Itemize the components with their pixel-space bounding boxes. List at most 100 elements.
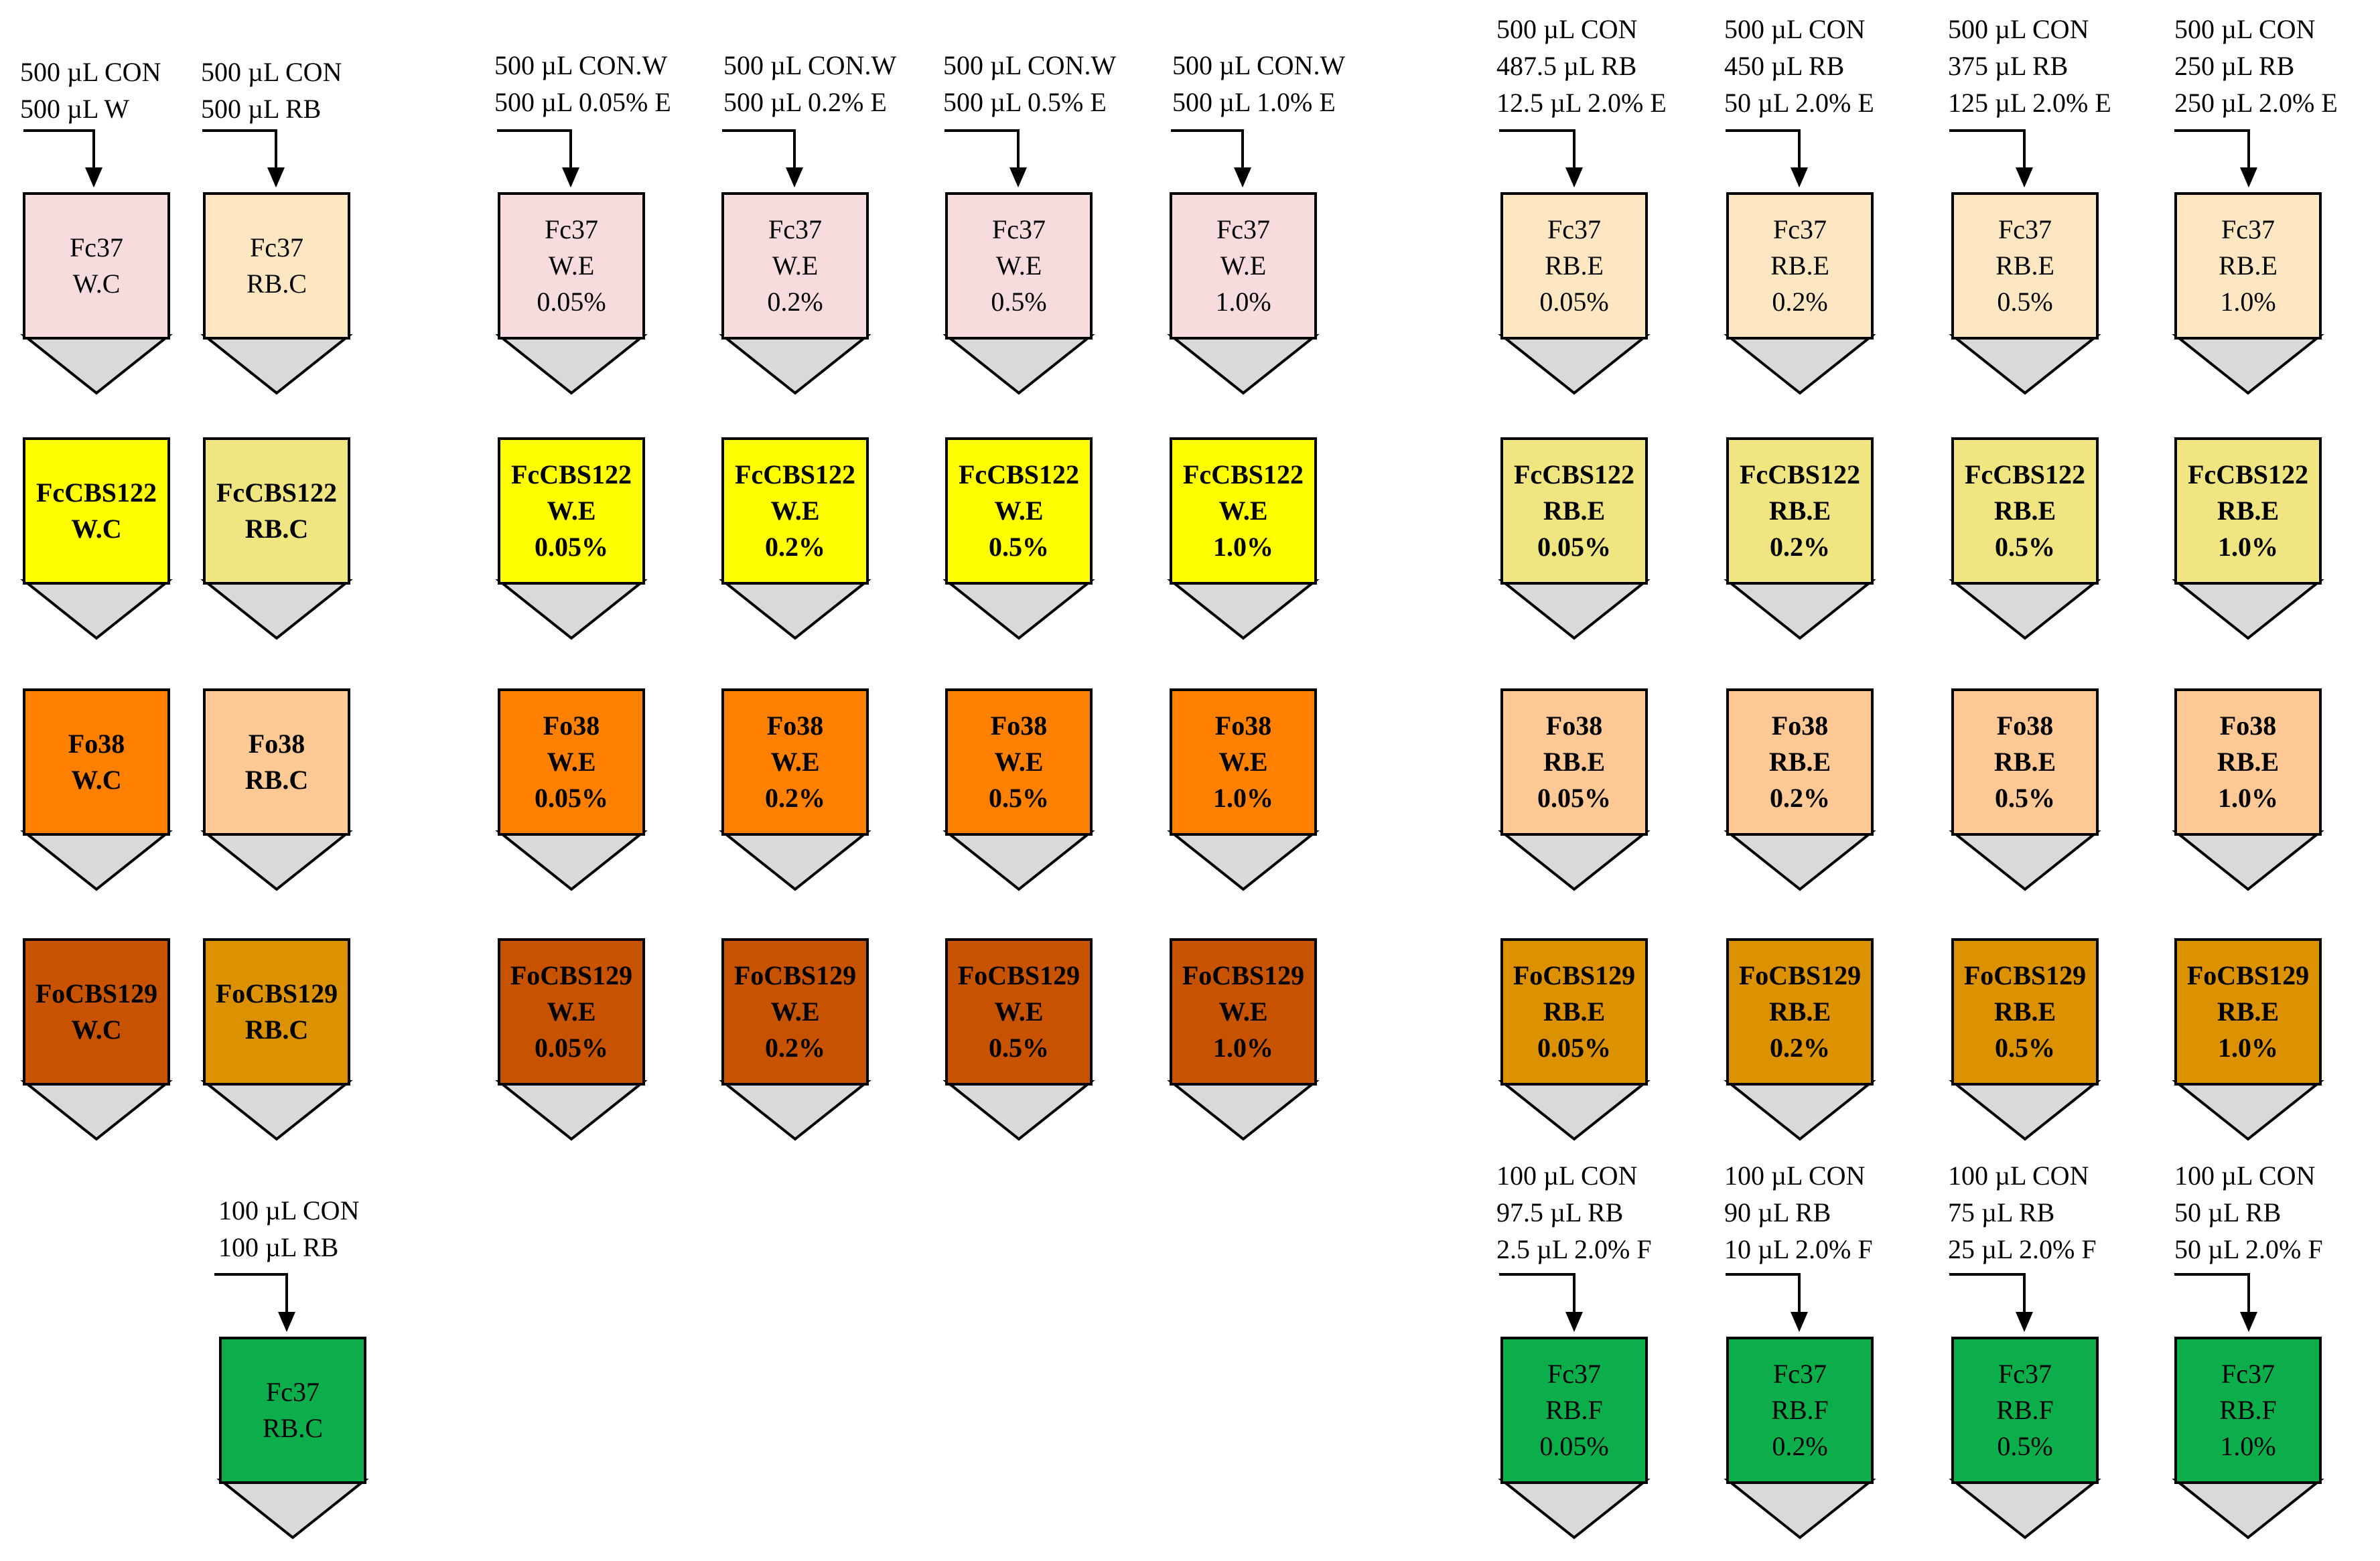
tube-tip-icon (1724, 1479, 1876, 1540)
pipetting-label-line: 450 µL RB (1724, 51, 1845, 81)
pipetting-label-line: 50 µL RB (2174, 1197, 2282, 1228)
tube-label: Fc37 RB.E 0.5% (1951, 212, 2099, 320)
tube-tip-icon (20, 1080, 173, 1141)
tube-label-line: RB.E (1993, 747, 2056, 777)
tube-label: Fc37 RB.E 0.2% (1726, 212, 1874, 320)
pipetting-label-line: 100 µL CON (2174, 1161, 2316, 1191)
tube-label-line: FoCBS129 (957, 960, 1080, 990)
tube-label-line: 0.5% (1995, 532, 2055, 562)
pipetting-arrow-icon (1726, 1273, 1808, 1332)
tube-label-line: 0.05% (1539, 1431, 1609, 1461)
tube-label-line: Fc37 (1998, 214, 2052, 244)
tube-tip-icon (1949, 1080, 2101, 1141)
tube-label-line: Fc37 (1773, 1359, 1827, 1389)
tube-body (23, 437, 170, 585)
tube-body (1500, 938, 1648, 1086)
tube-label-line: FoCBS129 (510, 960, 633, 990)
sample-tube: Fc37 W.C (20, 192, 173, 400)
tube-label-line: RB.E (1543, 747, 1606, 777)
pipetting-label-e: 500 µL CON.W 500 µL 0.5% E (943, 47, 1116, 121)
pipetting-label-line: 500 µL CON (201, 57, 342, 87)
tube-label-line: W.E (994, 996, 1044, 1027)
tube-label: FoCBS129 RB.E 0.5% (1951, 958, 2099, 1066)
sample-tube: Fo38 RB.E 0.2% (1724, 688, 1876, 896)
tube-label-line: 0.2% (765, 783, 825, 813)
sample-tube: FcCBS122 W.E 0.2% (719, 437, 871, 645)
tube-label: Fc37 W.C (23, 230, 170, 302)
tube-label-line: Fc37 (2221, 214, 2275, 244)
pipetting-label-line: 250 µL 2.0% E (2174, 88, 2338, 118)
tube-tip-icon (1167, 579, 1320, 640)
tube-label-line: RB.E (2219, 250, 2278, 281)
tube-label-line: Fc37 (266, 1377, 320, 1407)
tube-label-line: 0.5% (1997, 287, 2053, 317)
pipetting-label-line: 100 µL CON (1948, 1161, 2089, 1191)
tube-tip-icon (1498, 1080, 1651, 1141)
tube-body (1726, 938, 1874, 1086)
sample-tube: FcCBS122 RB.E 0.05% (1498, 437, 1651, 645)
tube-label: FoCBS129 W.E 0.05% (498, 958, 645, 1066)
tube-label-line: FcCBS122 (1965, 459, 2085, 490)
tube-label-line: 1.0% (2218, 532, 2278, 562)
tube-label: Fo38 W.E 0.05% (498, 708, 645, 816)
tube-label: FcCBS122 RB.E 0.5% (1951, 457, 2099, 565)
tube-label-line: FoCBS129 (215, 978, 338, 1009)
tube-tip-icon (1949, 1479, 2101, 1540)
tube-label-line: Fc37 (1547, 214, 1601, 244)
tube-tip-icon (1498, 830, 1651, 891)
tube-label-line: RB.E (2217, 996, 2280, 1027)
sample-tube: Fc37 RB.E 0.5% (1949, 192, 2101, 400)
tube-label-line: RB.E (1993, 496, 2056, 526)
tube-label-line: 0.2% (1770, 1033, 1830, 1063)
tube-label-line: Fc37 (1773, 214, 1827, 244)
tube-body (203, 688, 350, 836)
sample-tube: FoCBS129 W.C (20, 938, 173, 1146)
tube-tip-icon (200, 830, 353, 891)
tube-label-line: 0.05% (1537, 783, 1611, 813)
tube-label-line: Fc37 (2221, 1359, 2275, 1389)
tube-body (203, 437, 350, 585)
pipetting-label-line: 500 µL 0.5% E (943, 87, 1107, 117)
tube-label-line: W.E (547, 747, 596, 777)
tube-label-line: FoCBS129 (1182, 960, 1305, 990)
tube-label-line: Fc37 (992, 214, 1046, 244)
tube-label: FoCBS129 W.E 0.5% (945, 958, 1093, 1066)
tube-label-line: RB.F (2219, 1395, 2277, 1425)
pipetting-label-line: 500 µL 1.0% E (1172, 87, 1336, 117)
pipetting-label-g: 500 µL CON 487.5 µL RB 12.5 µL 2.0% E (1496, 11, 1667, 121)
tube-label-line: W.E (1218, 747, 1268, 777)
tube-body (945, 437, 1093, 585)
tube-tip-icon (20, 579, 173, 640)
pipetting-label-line: 500 µL RB (201, 94, 322, 124)
tube-body (1951, 437, 2099, 585)
pipetting-label-line: 50 µL 2.0% E (1724, 88, 1874, 118)
sample-tube: Fo38 RB.E 0.05% (1498, 688, 1651, 896)
tube-label-line: RB.F (1545, 1395, 1603, 1425)
tube-label-line: Fo38 (1771, 711, 1829, 741)
tube-label-line: W.E (770, 747, 820, 777)
sample-tube: Fc37 RB.F 0.5% (1949, 1337, 2101, 1544)
tube-label: FcCBS122 W.E 0.05% (498, 457, 645, 565)
tube-body (498, 192, 645, 340)
tube-label-line: FcCBS122 (1740, 459, 1860, 490)
tube-label-line: W.E (770, 996, 820, 1027)
sample-tube: Fo38 W.E 0.5% (942, 688, 1095, 896)
tube-tip-icon (200, 1080, 353, 1141)
tube-label-line: Fc37 (1216, 214, 1270, 244)
tube-body (945, 192, 1093, 340)
tube-body (498, 437, 645, 585)
tube-label-line: FcCBS122 (735, 459, 855, 490)
sample-tube: Fo38 W.E 0.2% (719, 688, 871, 896)
pipetting-arrow-icon (202, 129, 285, 188)
tube-label-line: FcCBS122 (36, 477, 157, 508)
sample-tube: FcCBS122 RB.E 0.2% (1724, 437, 1876, 645)
tube-label-line: RB.E (1770, 250, 1829, 281)
tube-label-line: Fc37 (1547, 1359, 1601, 1389)
tube-label: Fo38 RB.C (203, 726, 350, 798)
tube-body (203, 938, 350, 1086)
pipetting-label-a: 500 µL CON 500 µL W (20, 54, 161, 127)
pipetting-label-line: 375 µL RB (1948, 51, 2069, 81)
sample-tube: Fc37 RB.F 0.2% (1724, 1337, 1876, 1544)
tube-label-line: 1.0% (2220, 1431, 2276, 1461)
pipetting-arrow-icon (214, 1273, 295, 1332)
